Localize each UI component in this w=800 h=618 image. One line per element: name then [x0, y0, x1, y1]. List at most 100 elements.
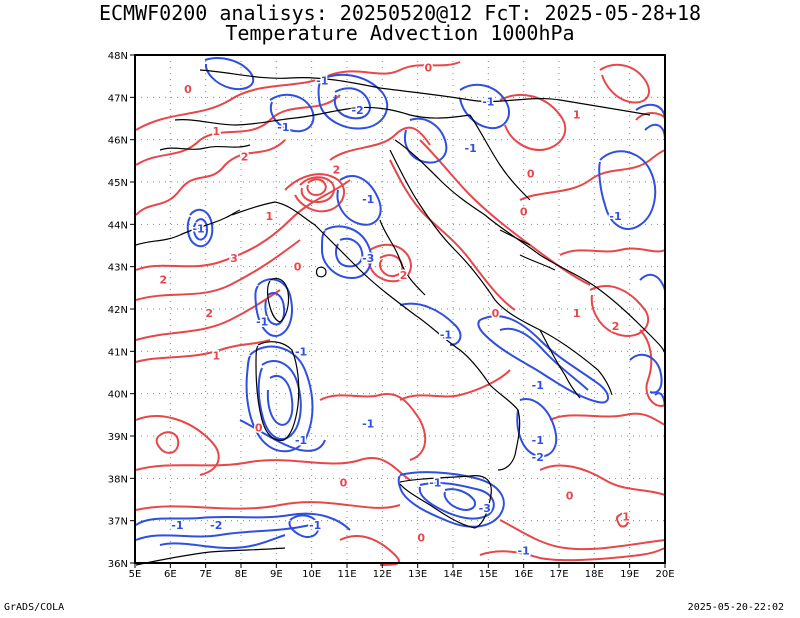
- lon-tick-label: 20E: [655, 569, 674, 580]
- contour-label: -1: [362, 193, 374, 206]
- contour-label: -1: [440, 328, 452, 341]
- italy-coastline: [231, 201, 521, 471]
- warm-contour: [135, 139, 286, 216]
- cold-contour: [135, 524, 311, 541]
- map-title-line-1: ECMWF0200 analisys: 20250520@12 FcT: 202…: [98, 1, 702, 25]
- cold-contour: [639, 273, 666, 291]
- lon-tick-label: 16E: [514, 569, 533, 580]
- cold-contour: [239, 419, 326, 452]
- contour-label: -3: [479, 502, 491, 515]
- contour-label: -1: [532, 379, 544, 392]
- border-north: [199, 69, 651, 116]
- contour-label: 1: [573, 307, 581, 320]
- cold-contour: [397, 471, 505, 528]
- lat-tick-label: 40N: [108, 390, 128, 401]
- cold-contour: [443, 488, 476, 511]
- cold-contour: [644, 123, 666, 141]
- contour-label: -1: [429, 477, 441, 490]
- sicily-coastline: [399, 475, 492, 529]
- contour-label: -2: [210, 519, 222, 532]
- cold-contour: [245, 345, 314, 453]
- software-credit: GrADS/COLA: [4, 602, 65, 613]
- lon-tick-label: 17E: [549, 569, 568, 580]
- border-central-italy: [379, 219, 426, 296]
- warm-contour: [399, 369, 511, 401]
- warm-contour: [155, 431, 180, 454]
- cold-contour: [321, 225, 373, 279]
- lat-tick-label: 43N: [108, 263, 128, 274]
- lon-tick-label: 8E: [235, 569, 248, 580]
- lon-tick-label: 14E: [443, 569, 462, 580]
- lon-tick-label: 18E: [585, 569, 604, 580]
- contour-label: -1: [609, 210, 621, 223]
- cold-contour: [288, 514, 320, 538]
- contour-label: -2: [351, 104, 363, 117]
- lat-tick-label: 45N: [108, 178, 128, 189]
- warm-contour: [389, 159, 516, 311]
- contour-label: -1: [192, 223, 204, 236]
- contour-label: 0: [294, 261, 302, 274]
- render-timestamp: 2025-05-20-22:02: [687, 602, 784, 613]
- contour-label: 0: [492, 307, 500, 320]
- lat-tick-label: 41N: [108, 347, 128, 358]
- contour-label: -1: [465, 142, 477, 155]
- lon-tick-label: 13E: [408, 569, 427, 580]
- contour-label: -3: [362, 252, 374, 265]
- lat-tick-label: 44N: [108, 220, 128, 231]
- cold-contour: [317, 73, 389, 130]
- italy-adriatic-coastline: [389, 149, 613, 396]
- contour-label: -1: [518, 544, 530, 557]
- tunisia-coastline: [135, 547, 286, 566]
- cold-advection-contours: [135, 57, 666, 549]
- lon-tick-label: 9E: [270, 569, 283, 580]
- contour-label: 0: [566, 489, 574, 502]
- cold-contour: [516, 398, 558, 458]
- cold-contour: [404, 117, 448, 164]
- contour-label: -1: [362, 417, 374, 430]
- lon-tick-label: 5E: [129, 569, 142, 580]
- warm-contour: [635, 112, 666, 121]
- warm-contour: [559, 247, 666, 256]
- warm-contour: [135, 94, 341, 166]
- contour-label: -2: [532, 451, 544, 464]
- lon-tick-label: 19E: [620, 569, 639, 580]
- warm-contour: [499, 94, 567, 151]
- contour-label: -1: [309, 519, 321, 532]
- warm-contour: [589, 285, 650, 337]
- contour-label: 1: [265, 210, 273, 223]
- warm-contour: [339, 535, 400, 566]
- warm-contour: [378, 254, 404, 277]
- warm-contour: [599, 63, 650, 104]
- contour-label: 3: [230, 252, 238, 265]
- lon-tick-label: 12E: [373, 569, 392, 580]
- alps-border: [174, 106, 471, 126]
- cold-contour: [629, 353, 663, 394]
- warm-contour: [519, 149, 666, 201]
- france-coastline: [135, 209, 241, 246]
- lat-tick-label: 39N: [108, 432, 128, 443]
- contour-label: 2: [612, 320, 620, 333]
- contour-label: -1: [316, 74, 328, 87]
- warm-contour: [299, 176, 336, 203]
- contour-label: -1: [295, 434, 307, 447]
- cold-contour: [159, 534, 286, 549]
- contour-label: 2: [400, 269, 408, 282]
- contour-label: -1: [256, 316, 268, 329]
- warm-contour: [135, 289, 281, 341]
- elba-island: [315, 266, 327, 278]
- italy-heel-coastline: [539, 329, 581, 399]
- warm-contour: [499, 519, 666, 551]
- lat-tick-label: 38N: [108, 474, 128, 485]
- lat-tick-label: 48N: [108, 51, 128, 62]
- cold-contour: [499, 327, 589, 391]
- contour-label: 0: [255, 422, 263, 435]
- contour-label: 2: [205, 307, 213, 320]
- lat-lon-grid: [135, 55, 665, 563]
- contour-label: 1: [212, 350, 220, 363]
- contour-label: 2: [241, 151, 249, 164]
- balkan-coastline: [394, 139, 666, 356]
- cold-contour: [257, 360, 302, 441]
- cold-contour: [266, 375, 294, 426]
- contour-label: 0: [417, 532, 425, 545]
